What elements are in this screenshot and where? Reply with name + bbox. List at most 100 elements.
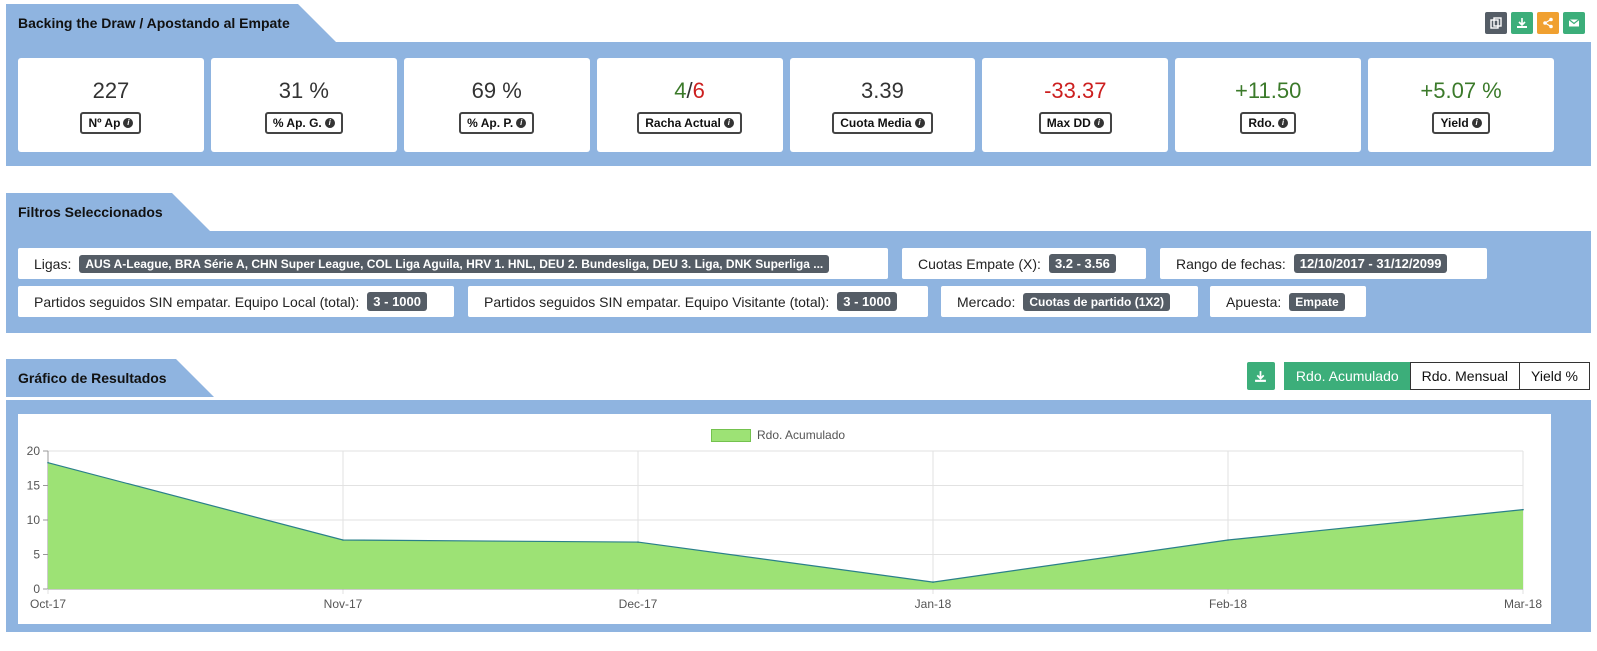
legend-label: Rdo. Acumulado: [757, 428, 846, 442]
share-icon: [1543, 17, 1553, 29]
page-title: Backing the Draw / Apostando al Empate: [18, 15, 290, 31]
stat-label: Racha Actual: [645, 116, 721, 130]
chart-title: Gráfico de Resultados: [18, 370, 167, 386]
y-tick-label: 15: [27, 479, 41, 493]
filters-title: Filtros Seleccionados: [18, 204, 163, 220]
info-icon: i: [123, 118, 134, 128]
x-tick-label: Mar-18: [1504, 597, 1542, 611]
series-line: [47, 462, 1524, 583]
stat-card-max-dd: -33.37 Max DD i: [982, 58, 1169, 152]
x-tick-label: Jan-18: [915, 597, 952, 611]
download-button[interactable]: [1511, 12, 1533, 34]
data-point: [932, 581, 934, 583]
stat-label-button[interactable]: Yield i: [1432, 112, 1490, 134]
data-point: [47, 461, 49, 464]
stat-card-cuota-media: 3.39 Cuota Media i: [789, 58, 976, 152]
stat-label: Max DD: [1046, 116, 1091, 130]
stat-card-rdo: +11.50 Rdo. i: [1175, 58, 1362, 152]
filter-cuotas-empate: Cuotas Empate (X): 3.2 - 3.56: [902, 248, 1146, 279]
legend-swatch: [711, 428, 751, 442]
stat-label-button[interactable]: Nº Ap i: [80, 112, 142, 134]
filter-label: Partidos seguidos SIN empatar. Equipo Vi…: [484, 293, 830, 310]
filter-label: Rango de fechas:: [1176, 255, 1286, 272]
data-point: [637, 541, 639, 543]
y-tick-label: 0: [33, 582, 40, 596]
racha-wins: 4: [674, 78, 687, 103]
stat-label-button[interactable]: Max DD i: [1038, 112, 1112, 134]
stat-value: 3.39: [861, 78, 904, 103]
y-tick-label: 5: [33, 548, 40, 562]
filter-local: Partidos seguidos SIN empatar. Equipo Lo…: [18, 286, 454, 317]
filter-value: 3 - 1000: [367, 292, 427, 311]
filter-label: Ligas:: [34, 255, 72, 272]
stat-value: 69 %: [471, 78, 522, 103]
copy-button[interactable]: [1485, 12, 1507, 34]
data-point: [342, 539, 344, 541]
tab-rdo-acumulado[interactable]: Rdo. Acumulado: [1283, 362, 1411, 390]
stat-label: % Ap. G.: [272, 116, 322, 130]
stat-value: 227: [92, 78, 130, 103]
x-tick-label: Feb-18: [1209, 597, 1247, 611]
info-icon: i: [516, 118, 527, 128]
chart-section-tab: Gráfico de Resultados: [6, 359, 214, 397]
filter-label: Apuesta:: [1226, 293, 1282, 310]
y-tick-label: 20: [27, 444, 41, 458]
stat-label-button[interactable]: Racha Actual i: [637, 112, 742, 134]
y-tick-label: 10: [27, 513, 41, 527]
chart-svg: 0 5 10 15 20 Oct-17 Nov-17 Dec-17 Jan-18 Feb-18 Ma…: [27, 444, 1543, 611]
stat-card-ap-p: 69 % % Ap. P. i: [403, 58, 590, 152]
stat-value: +5.07 %: [1420, 78, 1502, 103]
stat-label-button[interactable]: Rdo. i: [1240, 112, 1297, 134]
info-icon: i: [324, 118, 335, 128]
stat-value: 4/6: [674, 78, 705, 106]
chart-controls: Rdo. Acumulado Rdo. Mensual Yield %: [1246, 362, 1590, 390]
chart-mode-toggle: Rdo. Acumulado Rdo. Mensual Yield %: [1283, 362, 1590, 390]
filter-value: Empate: [1289, 292, 1345, 311]
info-icon: i: [723, 118, 734, 128]
filter-label: Mercado:: [957, 293, 1016, 310]
filter-mercado: Mercado: Cuotas de partido (1X2): [941, 286, 1198, 317]
share-button[interactable]: [1537, 12, 1559, 34]
download-icon: [1255, 370, 1267, 382]
stat-label: Cuota Media: [840, 116, 912, 130]
info-icon: i: [1471, 118, 1482, 128]
filter-value: Cuotas de partido (1X2): [1023, 292, 1171, 311]
stat-label: % Ap. P.: [467, 116, 514, 130]
racha-separator: /: [686, 78, 693, 103]
filter-rango-fechas: Rango de fechas: 12/10/2017 - 31/12/2099: [1160, 248, 1487, 279]
filter-value: 12/10/2017 - 31/12/2099: [1293, 254, 1448, 273]
stat-label-button[interactable]: Cuota Media i: [832, 112, 933, 134]
data-point: [1227, 539, 1229, 541]
racha-losses: 6: [692, 78, 705, 103]
stat-value: +11.50: [1235, 78, 1302, 103]
filter-value: 3.2 - 3.56: [1048, 254, 1116, 273]
tab-rdo-mensual[interactable]: Rdo. Mensual: [1409, 362, 1521, 390]
results-chart: Rdo. Acumulado 0 5 10 15 20 Oct-17 Nov-17 Dec-1…: [18, 414, 1551, 624]
stat-card-racha: 4/6 Racha Actual i: [596, 58, 783, 152]
info-icon: i: [1278, 118, 1289, 128]
filter-visitante: Partidos seguidos SIN empatar. Equipo Vi…: [468, 286, 928, 317]
stats-section-tab: Backing the Draw / Apostando al Empate: [6, 4, 336, 42]
chart-legend[interactable]: Rdo. Acumulado: [711, 428, 845, 442]
stat-label: Nº Ap: [88, 116, 121, 130]
stat-label-button[interactable]: % Ap. P. i: [459, 112, 535, 134]
filter-label: Cuotas Empate (X):: [918, 255, 1041, 272]
filters-section-tab: Filtros Seleccionados: [6, 193, 210, 231]
chart-download-button[interactable]: [1246, 362, 1275, 390]
stat-card-yield: +5.07 % Yield i: [1368, 58, 1554, 152]
data-point: [1522, 508, 1524, 511]
tab-yield[interactable]: Yield %: [1519, 362, 1590, 390]
filter-apuesta: Apuesta: Empate: [1210, 286, 1366, 317]
filter-ligas: Ligas: AUS A-League, BRA Série A, CHN Su…: [18, 248, 888, 279]
stat-label: Rdo.: [1248, 116, 1276, 130]
stats-row: 227 Nº Ap i 31 % % Ap. G. i 69 % % Ap. P. i…: [18, 58, 1554, 152]
filter-value: AUS A-League, BRA Série A, CHN Super Lea…: [79, 254, 830, 273]
header-toolbar: [1485, 12, 1585, 34]
stat-card-ap-g: 31 % % Ap. G. i: [210, 58, 397, 152]
mail-button[interactable]: [1563, 12, 1585, 34]
filters-panel: [6, 231, 1591, 333]
filter-value: 3 - 1000: [837, 292, 897, 311]
stat-label-button[interactable]: % Ap. G. i: [264, 112, 343, 134]
stat-value: -33.37: [1044, 78, 1107, 103]
copy-icon: [1490, 17, 1502, 29]
